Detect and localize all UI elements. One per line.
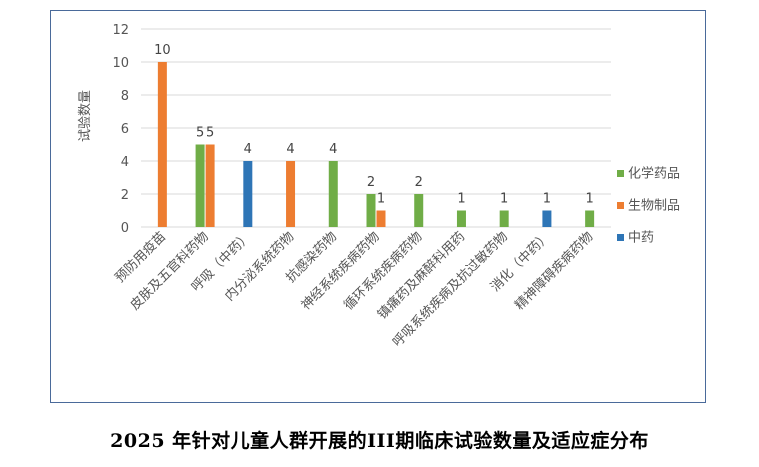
bars xyxy=(157,62,595,227)
bar xyxy=(376,210,386,227)
bar xyxy=(542,210,552,227)
data-label: 2 xyxy=(415,175,423,190)
gridlines xyxy=(141,28,611,228)
data-label: 1 xyxy=(500,192,508,207)
legend-label: 中药 xyxy=(628,231,654,246)
category-label: 循环系统疾病药物 xyxy=(341,229,425,313)
y-tick-label: 0 xyxy=(121,221,129,236)
bar xyxy=(499,210,509,227)
category-labels: 预防用疫苗皮肤及五官科药物呼吸（中药）内分泌系统药物抗感染药物神经系统疾病药物循… xyxy=(112,229,597,351)
figure-caption: 2025 年针对儿童人群开展的III期临床试验数量及适应症分布 xyxy=(110,430,649,452)
y-tick-label: 2 xyxy=(121,188,129,203)
data-label: 10 xyxy=(154,43,171,58)
y-axis-label: 试验数量 xyxy=(77,90,93,142)
data-label: 5 xyxy=(196,126,204,141)
data-label: 1 xyxy=(543,192,551,207)
legend-swatch xyxy=(617,202,624,209)
bar xyxy=(456,210,466,227)
data-label: 4 xyxy=(286,142,294,157)
bar xyxy=(157,62,167,227)
data-label: 4 xyxy=(244,142,252,157)
chart-frame: 0 2 4 6 8 10 12 试验数量 10 5 5 4 4 4 2 1 2 1 1 1 1 预防用疫苗 皮肤及五官… xyxy=(50,10,706,403)
bar xyxy=(195,144,205,227)
y-axis-ticks: 0 2 4 6 8 10 12 xyxy=(112,23,129,236)
data-label: 1 xyxy=(585,192,593,207)
legend-label: 生物制品 xyxy=(628,199,680,214)
y-tick-label: 10 xyxy=(112,56,129,71)
y-tick-label: 6 xyxy=(121,122,129,137)
legend-swatch xyxy=(617,234,624,241)
data-label: 1 xyxy=(377,192,385,207)
bar xyxy=(205,144,215,227)
bar xyxy=(328,161,338,227)
bar xyxy=(286,161,296,227)
category-label: 皮肤及五官科药物 xyxy=(127,229,212,314)
y-tick-label: 8 xyxy=(121,89,129,104)
bar xyxy=(243,161,253,227)
bar xyxy=(585,210,595,227)
data-label: 4 xyxy=(329,142,337,157)
category-label: 精神障碍疾病药物 xyxy=(512,229,596,313)
data-label: 1 xyxy=(457,192,465,207)
data-label: 2 xyxy=(367,175,375,190)
bar xyxy=(414,194,424,227)
bar xyxy=(366,194,376,227)
data-label: 5 xyxy=(206,126,214,141)
legend-label: 化学药品 xyxy=(628,166,680,182)
y-tick-label: 4 xyxy=(121,155,129,170)
y-tick-label: 12 xyxy=(112,23,129,38)
category-label: 神经系统疾病药物 xyxy=(299,229,383,313)
legend-swatch xyxy=(617,170,624,177)
